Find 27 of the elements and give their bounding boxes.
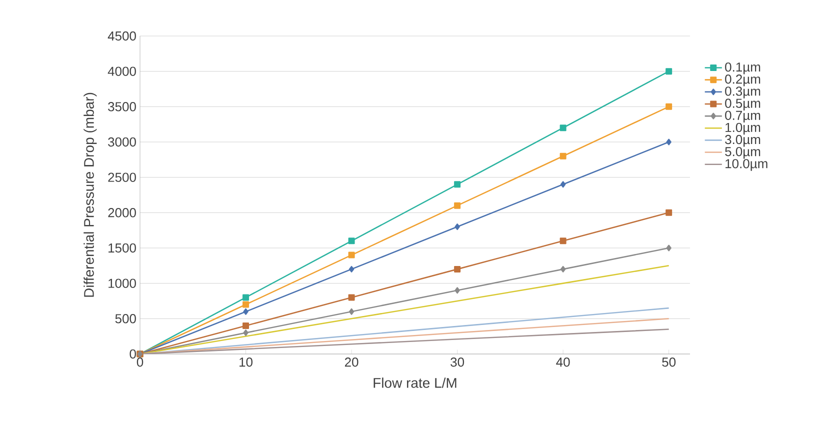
x-tick-label: 0 [136, 358, 144, 367]
x-tick-label: 30 [450, 358, 464, 367]
x-axis-title: Flow rate L/M [374, 378, 456, 388]
y-tick-label: 500 [115, 314, 136, 324]
x-tick-label: 20 [344, 358, 358, 367]
y-tick-label: 1500 [108, 243, 136, 253]
x-tick-label: 50 [662, 358, 676, 367]
y-tick-label: 1000 [108, 278, 136, 288]
legend-label: 0.7µm [725, 110, 760, 123]
y-tick-label: 0 [130, 349, 136, 359]
y-tick-label: 4500 [108, 31, 136, 41]
legend-label: 0.3µm [725, 86, 760, 98]
legend-label: 10.0µm [726, 159, 768, 171]
y-tick-label: 4000 [108, 66, 136, 76]
legend-label: 1.0µm [726, 122, 760, 135]
y-tick-label: 3500 [108, 102, 136, 112]
y-tick-label: 2500 [108, 172, 136, 182]
legend-label: 0.5µm [725, 98, 760, 110]
x-tick-label: 10 [240, 358, 252, 367]
y-axis-title: Differential Pressure Drop (mbar) [84, 92, 97, 297]
legend-label: 5.0µm [725, 146, 760, 159]
y-tick-label: 3000 [108, 137, 136, 147]
x-tick-label: 40 [556, 358, 570, 367]
y-tick-label: 2000 [108, 208, 136, 218]
legend-label: 3.0µm [725, 134, 760, 147]
legend-label: 0.1µm [725, 62, 760, 74]
legend-label: 0.2µm [725, 74, 760, 86]
